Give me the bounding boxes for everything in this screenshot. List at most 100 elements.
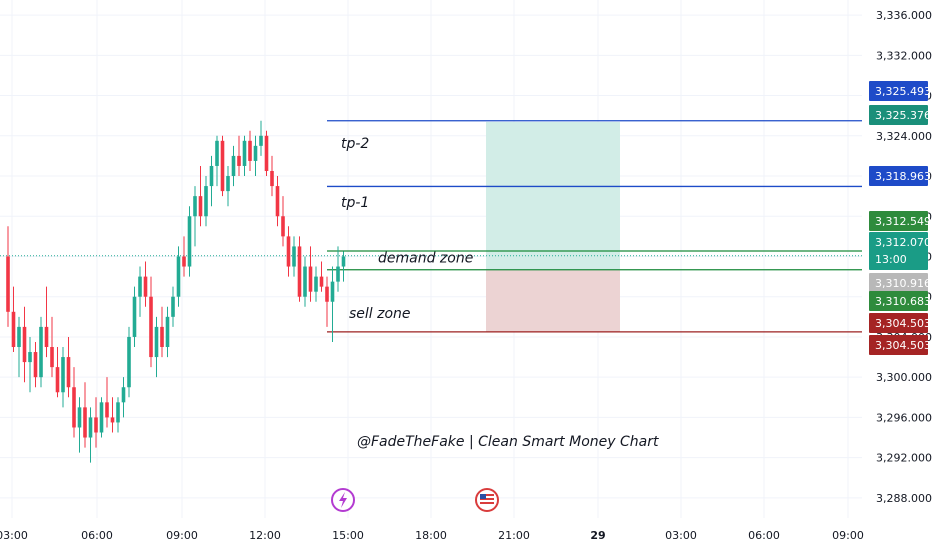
annotation-sell-zone: sell zone [349, 306, 411, 322]
candle-body [171, 296, 175, 317]
price-badge [869, 81, 928, 101]
candle-body [314, 276, 318, 292]
candle-body [88, 417, 93, 438]
price-tick-label: 3,300.000 [876, 371, 932, 384]
flash-event-icon[interactable] [331, 488, 355, 512]
candle-body [22, 326, 27, 363]
price-badge-label: 3,310.916 [875, 277, 931, 290]
candle-body [303, 266, 307, 297]
candle-body [264, 135, 269, 171]
candle-body [292, 246, 296, 267]
candle-body [99, 402, 104, 433]
price-badge-label: 3,304.503 [875, 339, 931, 352]
candle-body [286, 236, 291, 267]
candlestick-series [6, 120, 346, 463]
candle-body [281, 216, 285, 237]
annotation-tp-1: tp-1 [341, 195, 369, 211]
candle-body [44, 326, 49, 348]
price-tick-label: 3,296.000 [876, 411, 932, 424]
candle-body [116, 402, 120, 423]
loss-zone[interactable] [486, 269, 620, 332]
candle-body [325, 286, 329, 302]
candle-body [297, 246, 302, 297]
time-tick-label: 12:00 [249, 529, 281, 542]
candle-body [127, 336, 131, 388]
price-badge-label: 3,312.549 [875, 215, 931, 228]
candle-body [336, 266, 340, 282]
candle-body [55, 367, 60, 393]
price-tick-label: 3,324.000 [876, 130, 932, 143]
candle-body [275, 186, 280, 217]
candle-body [204, 186, 208, 217]
price-badge-label: 3,318.963 [875, 170, 931, 183]
candle-body [330, 281, 335, 302]
time-axis[interactable]: 03:00 06:00 09:00 12:00 15:00 18:00 21:00 29 03:… [0, 529, 864, 542]
candle-body [72, 387, 76, 428]
price-badge-label: 3,310.683 [875, 295, 931, 308]
price-badge-label: 3,325.493 [875, 85, 931, 98]
event-markers[interactable] [331, 488, 499, 512]
annotations: tp-2 tp-1 demand zone sell zone [341, 136, 473, 322]
price-tick-label: 3,292.000 [876, 452, 932, 465]
candle-body [231, 155, 236, 177]
price-badge [869, 232, 928, 270]
price-tick-label: 3,288.000 [876, 492, 932, 505]
price-badge [869, 291, 928, 311]
candle-body [193, 196, 197, 217]
price-badge-countdown: 13:00 [875, 253, 907, 266]
candle-body [28, 352, 32, 363]
candle-body [83, 407, 87, 438]
candle-body [237, 155, 241, 166]
price-tick-label: 3,336.000 [876, 9, 932, 22]
candle-body [138, 276, 142, 297]
time-tick-label: 03:00 [0, 529, 28, 542]
candle-body [253, 145, 258, 161]
candle-body [11, 311, 16, 348]
price-badge [869, 313, 928, 333]
profit-zone[interactable] [486, 121, 620, 270]
candle-body [110, 417, 115, 423]
time-tick-label: 09:00 [832, 529, 864, 542]
time-tick-label: 06:00 [81, 529, 113, 542]
time-tick-label: 09:00 [166, 529, 198, 542]
price-badge-label: 3,325.376 [875, 109, 931, 122]
candle-body [94, 417, 98, 433]
candle-body [182, 256, 186, 267]
candle-body [105, 402, 109, 418]
candle-body [160, 326, 164, 348]
price-badge [869, 335, 928, 355]
candle-body [154, 326, 159, 358]
candle-body [209, 165, 214, 187]
candle-body [39, 326, 43, 378]
candle-body [50, 347, 54, 368]
candle-body [242, 140, 247, 166]
candle-body [341, 256, 346, 267]
candle-body [61, 357, 65, 393]
candle-body [17, 326, 21, 348]
candle-body [66, 357, 71, 388]
price-badge-label: 3,304.503 [875, 317, 931, 330]
candle-body [319, 276, 324, 287]
candle-body [149, 296, 153, 358]
price-badge [869, 166, 928, 186]
us-flag-event-icon[interactable] [475, 488, 499, 512]
candle-body [176, 256, 181, 297]
candle-body [270, 170, 274, 187]
candle-body [165, 316, 170, 348]
candle-body [248, 140, 252, 161]
price-badge-label: 3,312.070 [875, 236, 931, 249]
candle-body [308, 266, 313, 292]
candle-body [33, 352, 38, 378]
candle-body [215, 140, 219, 166]
price-badge [869, 273, 928, 293]
annotation-tp-2: tp-2 [341, 136, 369, 152]
position-tool[interactable] [486, 121, 620, 332]
time-tick-label: 15:00 [332, 529, 364, 542]
candle-body [121, 387, 126, 403]
grid [0, 0, 862, 518]
time-tick-label: 29 [590, 529, 605, 542]
time-tick-label: 18:00 [415, 529, 447, 542]
horizontal-levels[interactable] [0, 120, 862, 333]
price-badges: 3,325.493 3,325.376 3,318.963 3,312.549 3,31… [869, 81, 931, 355]
